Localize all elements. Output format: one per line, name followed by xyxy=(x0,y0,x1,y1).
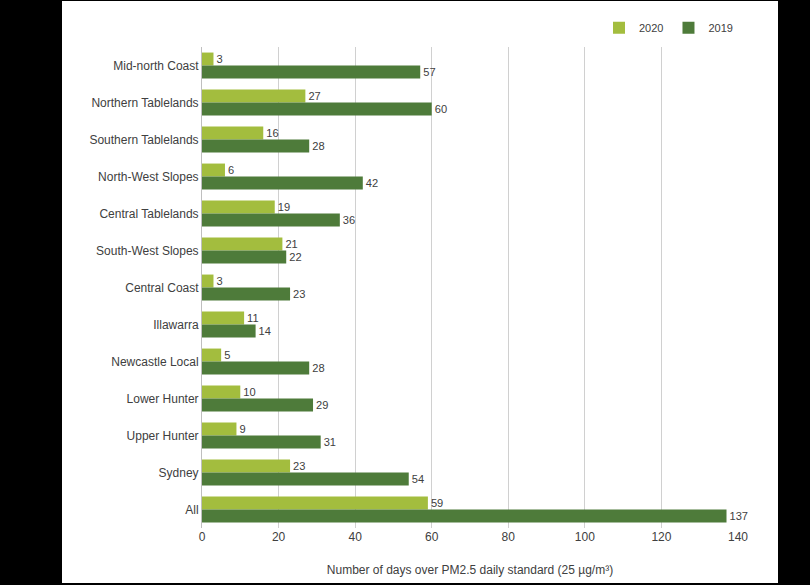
svg-text:Lower Hunter: Lower Hunter xyxy=(127,392,199,406)
svg-text:0: 0 xyxy=(199,530,206,544)
svg-text:100: 100 xyxy=(575,530,595,544)
svg-text:20: 20 xyxy=(272,530,286,544)
svg-text:3: 3 xyxy=(216,275,222,287)
svg-text:36: 36 xyxy=(343,214,355,226)
svg-text:60: 60 xyxy=(435,103,447,115)
svg-text:54: 54 xyxy=(412,473,424,485)
svg-text:2019: 2019 xyxy=(708,22,732,34)
svg-text:31: 31 xyxy=(324,436,336,448)
svg-text:22: 22 xyxy=(289,251,301,263)
svg-text:42: 42 xyxy=(366,177,378,189)
svg-text:137: 137 xyxy=(730,510,749,522)
svg-text:140: 140 xyxy=(728,530,748,544)
svg-text:South-West Slopes: South-West Slopes xyxy=(96,244,199,258)
svg-text:10: 10 xyxy=(243,386,255,398)
svg-text:6: 6 xyxy=(228,164,234,176)
svg-text:23: 23 xyxy=(293,288,305,300)
svg-text:North-West Slopes: North-West Slopes xyxy=(98,170,198,184)
svg-text:11: 11 xyxy=(247,312,259,324)
svg-text:5: 5 xyxy=(224,349,230,361)
svg-text:120: 120 xyxy=(651,530,671,544)
svg-text:28: 28 xyxy=(312,140,324,152)
svg-text:3: 3 xyxy=(216,53,222,65)
svg-text:21: 21 xyxy=(285,238,297,250)
svg-text:59: 59 xyxy=(431,497,443,509)
svg-text:Number of days over PM2.5 dail: Number of days over PM2.5 daily standard… xyxy=(327,563,613,577)
svg-text:Illawarra: Illawarra xyxy=(153,318,199,332)
svg-text:Northern Tablelands: Northern Tablelands xyxy=(91,96,198,110)
svg-text:14: 14 xyxy=(259,325,271,337)
svg-text:Central Tablelands: Central Tablelands xyxy=(99,207,198,221)
svg-text:60: 60 xyxy=(425,530,439,544)
svg-text:9: 9 xyxy=(239,423,245,435)
svg-text:23: 23 xyxy=(293,460,305,472)
svg-text:All: All xyxy=(185,503,198,517)
svg-text:Southern Tablelands: Southern Tablelands xyxy=(89,133,198,147)
svg-text:Newcastle Local: Newcastle Local xyxy=(111,355,198,369)
svg-text:80: 80 xyxy=(502,530,516,544)
svg-text:Sydney: Sydney xyxy=(159,466,199,480)
svg-text:19: 19 xyxy=(278,201,290,213)
svg-text:27: 27 xyxy=(308,90,320,102)
svg-text:Mid-north Coast: Mid-north Coast xyxy=(113,59,199,73)
svg-text:Central Coast: Central Coast xyxy=(125,281,199,295)
svg-text:40: 40 xyxy=(348,530,362,544)
svg-text:28: 28 xyxy=(312,362,324,374)
svg-text:16: 16 xyxy=(266,127,278,139)
svg-text:57: 57 xyxy=(423,66,435,78)
svg-text:Upper Hunter: Upper Hunter xyxy=(127,429,199,443)
svg-text:29: 29 xyxy=(316,399,328,411)
svg-text:2020: 2020 xyxy=(639,22,663,34)
